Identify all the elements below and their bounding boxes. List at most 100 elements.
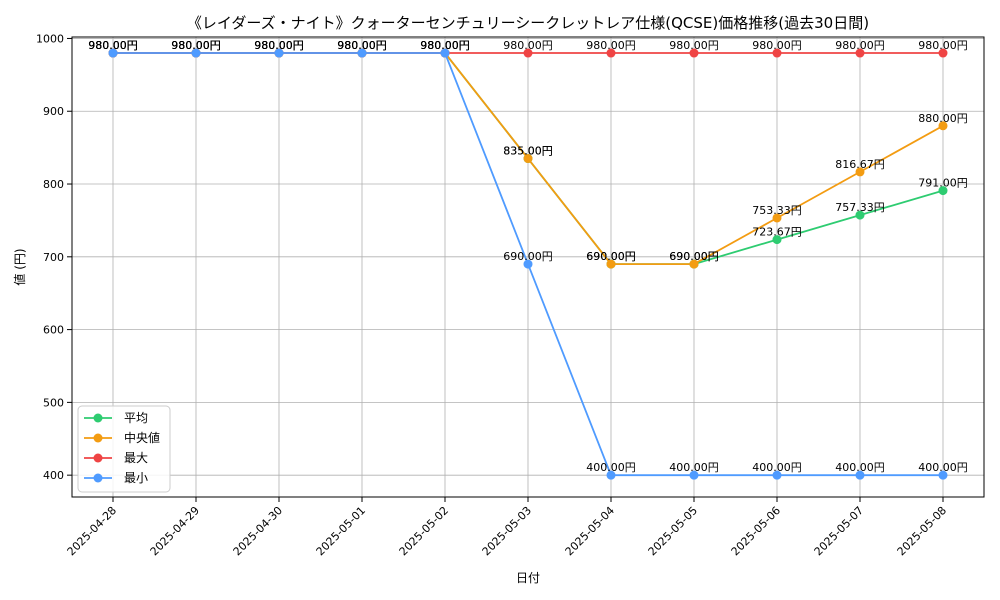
data-point bbox=[689, 259, 699, 269]
data-point bbox=[357, 48, 367, 58]
data-label: 690.00円 bbox=[586, 250, 636, 263]
data-label: 980.00円 bbox=[918, 39, 968, 52]
data-label: 400.00円 bbox=[669, 461, 719, 474]
y-tick-label: 700 bbox=[43, 251, 64, 264]
y-tick-label: 1000 bbox=[36, 32, 64, 45]
legend-label: 最小 bbox=[124, 471, 148, 485]
data-point bbox=[606, 48, 616, 58]
data-point bbox=[772, 470, 782, 480]
legend-marker bbox=[93, 473, 103, 483]
data-point bbox=[855, 210, 865, 220]
data-label: 980.00円 bbox=[337, 39, 387, 52]
chart-title: 《レイダーズ・ナイト》クォーターセンチュリーシークレットレア仕様(QCSE)価格… bbox=[187, 14, 869, 32]
data-label: 723.67円 bbox=[752, 226, 802, 239]
data-label: 816.67円 bbox=[835, 158, 885, 171]
data-label: 980.00円 bbox=[586, 39, 636, 52]
data-label: 791.00円 bbox=[918, 177, 968, 190]
data-label: 753.33円 bbox=[752, 204, 802, 217]
data-label: 980.00円 bbox=[254, 39, 304, 52]
data-point bbox=[855, 167, 865, 177]
data-point bbox=[191, 48, 201, 58]
data-point bbox=[523, 48, 533, 58]
data-label: 980.00円 bbox=[503, 39, 553, 52]
data-point bbox=[855, 48, 865, 58]
data-point bbox=[108, 48, 118, 58]
data-label: 690.00円 bbox=[669, 250, 719, 263]
data-label: 690.00円 bbox=[586, 250, 636, 263]
data-label: 980.00円 bbox=[254, 39, 304, 52]
data-label: 980.00円 bbox=[88, 39, 138, 52]
data-point bbox=[606, 470, 616, 480]
data-label: 880.00円 bbox=[918, 112, 968, 125]
legend-marker bbox=[93, 433, 103, 443]
data-point bbox=[689, 48, 699, 58]
data-point bbox=[772, 213, 782, 223]
x-tick-label: 2025-05-01 bbox=[314, 504, 368, 558]
data-label: 980.00円 bbox=[835, 39, 885, 52]
data-label: 400.00円 bbox=[586, 461, 636, 474]
data-label: 980.00円 bbox=[337, 39, 387, 52]
x-tick-label: 2025-05-02 bbox=[397, 504, 451, 558]
data-label: 980.00円 bbox=[171, 39, 221, 52]
grid bbox=[72, 37, 984, 497]
data-label: 980.00円 bbox=[171, 39, 221, 52]
data-label: 690.00円 bbox=[669, 250, 719, 263]
data-label: 980.00円 bbox=[752, 39, 802, 52]
data-point bbox=[606, 259, 616, 269]
data-point bbox=[772, 235, 782, 245]
x-tick-label: 2025-04-28 bbox=[65, 504, 119, 558]
data-label: 980.00円 bbox=[171, 39, 221, 52]
data-point bbox=[523, 154, 533, 164]
series-3 bbox=[108, 48, 948, 480]
x-axis-label: 日付 bbox=[516, 571, 540, 585]
data-label: 690.00円 bbox=[503, 250, 553, 263]
data-labels: 980.00円 980.00円 980.00円 980.00円 980.00円 835.0… bbox=[88, 39, 968, 474]
y-tick-label: 500 bbox=[43, 396, 64, 409]
data-point bbox=[855, 470, 865, 480]
data-label: 980.00円 bbox=[420, 39, 470, 52]
data-point bbox=[274, 48, 284, 58]
data-label: 980.00円 bbox=[88, 39, 138, 52]
data-point bbox=[440, 48, 450, 58]
data-label: 835.00円 bbox=[503, 145, 553, 158]
data-label: 757.33円 bbox=[835, 201, 885, 214]
data-point bbox=[938, 186, 948, 196]
y-axis-label: 値 (円) bbox=[12, 248, 27, 285]
x-tick-label: 2025-05-06 bbox=[729, 504, 783, 558]
x-tick-label: 2025-05-07 bbox=[812, 504, 866, 558]
x-tick-label: 2025-05-08 bbox=[895, 504, 949, 558]
data-point bbox=[938, 470, 948, 480]
legend-box bbox=[77, 405, 171, 493]
y-tick-label: 800 bbox=[43, 178, 64, 191]
series-layer bbox=[108, 48, 948, 480]
data-label: 980.00円 bbox=[337, 39, 387, 52]
x-tick-label: 2025-05-05 bbox=[646, 504, 700, 558]
data-point bbox=[772, 48, 782, 58]
y-tick-label: 400 bbox=[43, 469, 64, 482]
data-label: 400.00円 bbox=[918, 461, 968, 474]
data-point bbox=[689, 470, 699, 480]
data-label: 980.00円 bbox=[420, 39, 470, 52]
legend-marker bbox=[93, 413, 103, 423]
y-tick-label: 600 bbox=[43, 324, 64, 337]
x-tick-label: 2025-04-30 bbox=[231, 504, 285, 558]
data-point bbox=[938, 48, 948, 58]
data-label: 400.00円 bbox=[752, 461, 802, 474]
data-label: 980.00円 bbox=[420, 39, 470, 52]
legend-label: 平均 bbox=[124, 411, 148, 425]
legend-label: 中央値 bbox=[124, 430, 160, 445]
legend-marker bbox=[93, 453, 103, 463]
data-point bbox=[523, 259, 533, 269]
data-label: 980.00円 bbox=[171, 39, 221, 52]
y-tick-label: 900 bbox=[43, 105, 64, 118]
data-label: 400.00円 bbox=[835, 461, 885, 474]
data-label: 980.00円 bbox=[88, 39, 138, 52]
x-tick-label: 2025-04-29 bbox=[148, 504, 202, 558]
x-tick-label: 2025-05-04 bbox=[563, 504, 617, 558]
data-label: 980.00円 bbox=[88, 39, 138, 52]
data-label: 980.00円 bbox=[254, 39, 304, 52]
legend-label: 最大 bbox=[124, 451, 148, 465]
